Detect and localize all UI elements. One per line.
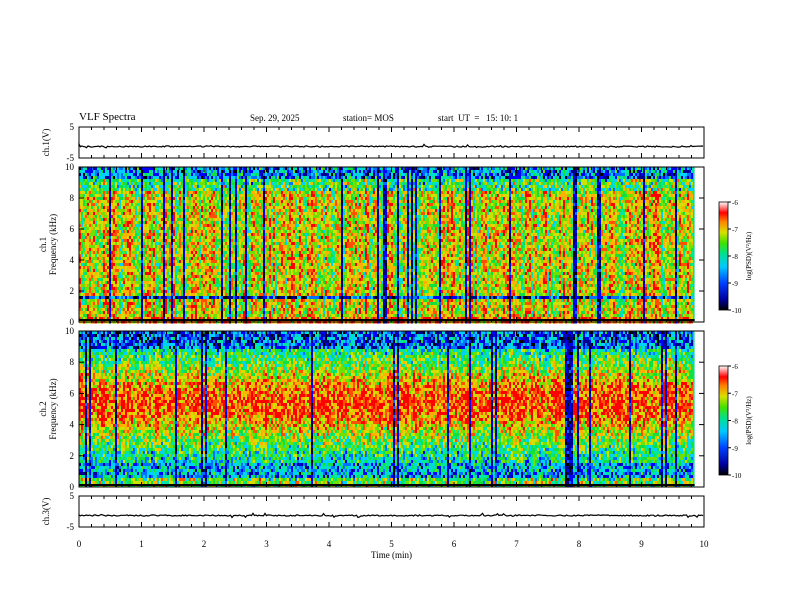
ch3-waveform-trace bbox=[78, 512, 704, 519]
x-tick-label: 5 bbox=[389, 539, 394, 549]
ch1-spectrogram-colorbar-label: log(PSD)(V²/Hz) bbox=[745, 231, 753, 280]
date-label: Sep. 29, 2025 bbox=[250, 113, 300, 123]
x-tick-label: 9 bbox=[639, 539, 644, 549]
ch3-waveform-ytick-label: 5 bbox=[70, 491, 75, 501]
ch1-waveform-ytick-label: 5 bbox=[70, 122, 75, 132]
ch1-spectrogram-colorbar-tick-label: -10 bbox=[732, 307, 742, 315]
ch2-spectrogram-colorbar-label: log(PSD)(V²/Hz) bbox=[745, 396, 753, 445]
x-tick-label: 6 bbox=[452, 539, 457, 549]
ch1-spectrogram-ytick-label: 8 bbox=[70, 193, 75, 203]
x-tick-label: 8 bbox=[577, 539, 582, 549]
ch2-spectrogram-colorbar-tick-label: -8 bbox=[732, 418, 738, 426]
ch2-spectrogram-colorbar bbox=[718, 365, 729, 476]
x-tick-label: 0 bbox=[77, 539, 82, 549]
x-tick-label: 7 bbox=[514, 539, 519, 549]
ch2-spectrogram-ytick-label: 0 bbox=[70, 482, 75, 492]
ch1-spectrogram-colorbar-tick-label: -9 bbox=[732, 280, 738, 288]
ch1-spectrogram-ytick-label: 10 bbox=[65, 162, 75, 172]
ch1-spectrogram-ylabel-1: ch.1 bbox=[38, 237, 48, 252]
ch3-waveform-ylabel: ch.3(V) bbox=[41, 498, 51, 526]
ch2-spectrogram-ylabel-2: Frequency (kHz) bbox=[48, 378, 58, 439]
ch1-spectrogram-colorbar-tick-label: -8 bbox=[732, 253, 738, 261]
x-tick-label: 3 bbox=[264, 539, 269, 549]
ch2-spectrogram-ylabel-1: ch.2 bbox=[38, 401, 48, 416]
x-tick-label: 1 bbox=[139, 539, 144, 549]
ch1-spectrogram-ytick-label: 2 bbox=[70, 286, 75, 296]
x-axis-label: Time (min) bbox=[371, 550, 412, 560]
ch1-spectrogram bbox=[79, 167, 695, 324]
ch2-spectrogram-ytick-label: 10 bbox=[65, 326, 75, 336]
figure-title: VLF Spectra bbox=[79, 111, 136, 123]
ch2-spectrogram-ytick-label: 8 bbox=[70, 357, 75, 367]
ch2-spectrogram-colorbar-tick-label: -7 bbox=[732, 390, 738, 398]
x-tick-label: 4 bbox=[327, 539, 332, 549]
ch1-waveform-ylabel: ch.1(V) bbox=[41, 129, 51, 157]
ch2-spectrogram-colorbar-tick-label: -9 bbox=[732, 445, 738, 453]
x-tick-label: 10 bbox=[700, 539, 710, 549]
ch1-spectrogram-ytick-label: 0 bbox=[70, 317, 75, 327]
ch1-spectrogram-ylabel-2: Frequency (kHz) bbox=[48, 214, 58, 275]
station-label: station= MOS bbox=[343, 113, 394, 123]
ch2-spectrogram-ytick-label: 2 bbox=[70, 451, 75, 461]
ch2-spectrogram bbox=[79, 331, 695, 488]
ch2-spectrogram-ytick-label: 4 bbox=[70, 420, 75, 430]
ch1-waveform-trace bbox=[78, 141, 704, 149]
ch2-spectrogram-colorbar-tick-label: -10 bbox=[732, 472, 742, 480]
ch1-waveform-ytick-label: -5 bbox=[67, 153, 75, 163]
ch1-spectrogram-colorbar-tick-label: -6 bbox=[732, 199, 738, 207]
ch2-spectrogram-colorbar-tick-label: -6 bbox=[732, 363, 738, 371]
ch1-spectrogram-ytick-label: 4 bbox=[70, 255, 75, 265]
ch1-spectrogram-colorbar bbox=[718, 201, 729, 311]
x-tick-label: 2 bbox=[202, 539, 207, 549]
start-time-label: start UT = 15: 10: 1 bbox=[438, 113, 518, 123]
ch3-waveform-ytick-label: -5 bbox=[67, 522, 75, 532]
ch1-spectrogram-ytick-label: 6 bbox=[70, 224, 75, 234]
ch2-spectrogram-ytick-label: 6 bbox=[70, 388, 75, 398]
ch1-spectrogram-colorbar-tick-label: -7 bbox=[732, 226, 738, 234]
